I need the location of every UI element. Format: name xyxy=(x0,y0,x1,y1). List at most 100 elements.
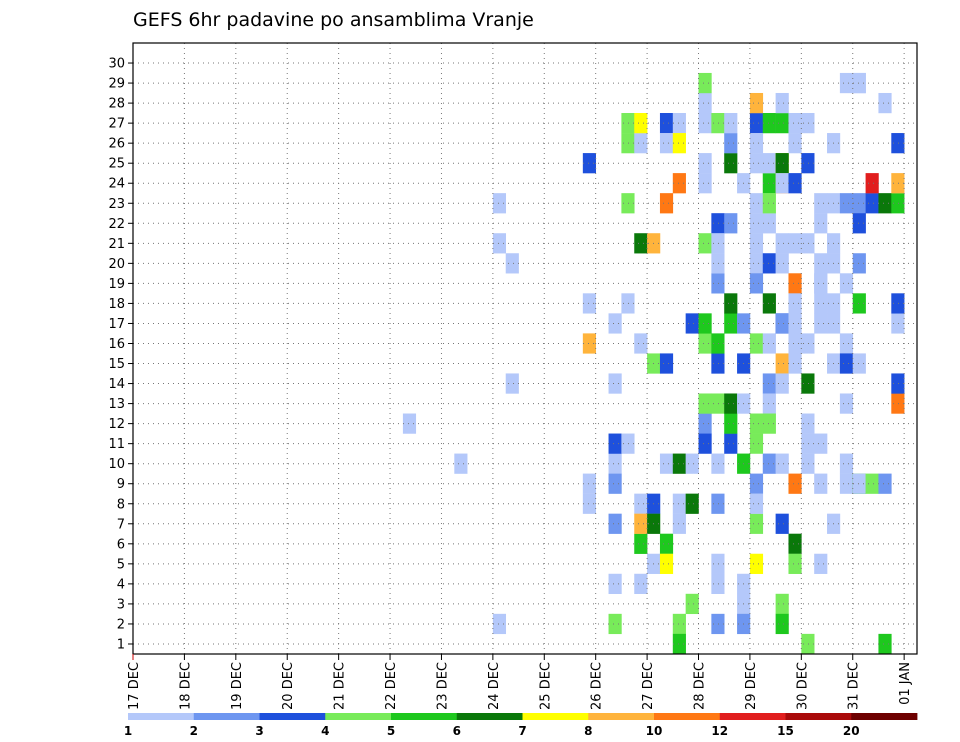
heatmap-cell xyxy=(749,473,764,494)
heatmap-cell xyxy=(814,433,828,454)
y-tick-label: 27 xyxy=(108,117,125,132)
heatmap-cell xyxy=(775,233,789,254)
heatmap-cell xyxy=(724,133,738,154)
colorbar-label: 10 xyxy=(646,724,663,738)
heatmap-cell xyxy=(698,72,712,94)
x-tick-label: 01 JAN xyxy=(898,662,913,705)
y-tick-label: 12 xyxy=(108,417,125,432)
x-axis-ticks: 17 DEC 18 DEC 19 DEC 20 DEC 21 DEC 22 DEC 23 D… xyxy=(127,654,913,710)
heatmap-cell xyxy=(711,613,725,635)
heatmap-cell xyxy=(749,513,764,534)
heatmap-cell xyxy=(698,333,712,354)
heatmap-cell xyxy=(492,193,507,214)
heatmap-cell xyxy=(891,393,905,414)
heatmap-cell xyxy=(582,473,596,494)
heatmap-cell xyxy=(698,313,712,334)
heatmap-cell xyxy=(788,533,802,554)
heatmap-cell xyxy=(762,193,776,214)
heatmap-cell xyxy=(865,173,879,194)
heatmap-cell xyxy=(402,413,417,434)
heatmap-cell xyxy=(608,473,622,494)
heatmap-cell xyxy=(711,213,725,234)
heatmap-cell xyxy=(672,113,686,134)
heatmap-cell xyxy=(621,433,635,454)
heatmap-cell xyxy=(659,453,674,474)
colorbar-swatch xyxy=(522,713,589,720)
y-tick-label: 28 xyxy=(108,97,125,112)
heatmap-cell xyxy=(749,92,764,114)
y-tick-label: 25 xyxy=(108,157,125,172)
heatmap-cell xyxy=(698,413,712,434)
y-tick-label: 1 xyxy=(117,637,125,652)
heatmap-cell xyxy=(711,353,725,374)
heatmap-cell xyxy=(878,633,892,655)
heatmap-cell xyxy=(685,453,699,474)
colorbar-label: 2 xyxy=(190,724,198,738)
heatmap-cells xyxy=(402,72,905,655)
heatmap-cell xyxy=(711,233,725,254)
heatmap-cell xyxy=(634,493,648,514)
heatmap-cell xyxy=(788,233,802,254)
y-tick-label: 2 xyxy=(117,617,125,632)
heatmap-cell xyxy=(814,213,828,234)
y-tick-label: 6 xyxy=(117,537,125,552)
heatmap-cell xyxy=(891,193,905,214)
x-tick-label: 17 DEC xyxy=(127,662,142,710)
heatmap-cell xyxy=(711,553,725,574)
heatmap-cell xyxy=(762,393,776,414)
heatmap-cell xyxy=(749,213,764,234)
heatmap-cell xyxy=(788,113,802,134)
heatmap-cell xyxy=(801,433,815,454)
heatmap-cell xyxy=(788,133,802,154)
y-tick-label: 11 xyxy=(108,437,125,452)
heatmap-cell xyxy=(775,92,789,114)
heatmap-cell xyxy=(775,353,789,374)
heatmap-cell xyxy=(492,233,507,254)
heatmap-cell xyxy=(698,92,712,114)
heatmap-cell xyxy=(801,113,815,134)
heatmap-cell xyxy=(788,273,802,294)
heatmap-cell xyxy=(724,153,738,174)
heatmap-cell xyxy=(775,253,789,274)
heatmap-cell xyxy=(788,293,802,314)
heatmap-cell xyxy=(852,72,866,94)
heatmap-cell xyxy=(852,253,866,274)
y-tick-label: 18 xyxy=(108,297,125,312)
heatmap-cell xyxy=(891,313,905,334)
colorbar-legend: 1 2 3 4 5 6 7 8 10 12 15 20 xyxy=(124,713,918,738)
y-tick-label: 4 xyxy=(117,577,125,592)
colorbar-label: 15 xyxy=(777,724,794,738)
heatmap-cell xyxy=(775,373,789,394)
heatmap-cell xyxy=(582,293,596,314)
heatmap-cell xyxy=(788,353,802,374)
heatmap-cell xyxy=(634,233,648,254)
heatmap-cell xyxy=(814,473,828,494)
heatmap-cell xyxy=(775,173,789,194)
y-tick-label: 7 xyxy=(117,517,125,532)
x-tick-label: 21 DEC xyxy=(333,662,348,710)
heatmap-cell xyxy=(659,133,674,154)
heatmap-cell xyxy=(659,193,674,214)
heatmap-cell xyxy=(762,333,776,354)
heatmap-cell xyxy=(724,413,738,434)
heatmap-cell xyxy=(659,533,674,554)
heatmap-cell xyxy=(685,493,699,514)
heatmap-cell xyxy=(711,453,725,474)
heatmap-cell xyxy=(685,593,699,615)
heatmap-cell xyxy=(814,193,828,214)
heatmap-cell xyxy=(711,573,725,594)
heatmap-cell xyxy=(608,453,622,474)
heatmap-cell xyxy=(582,333,596,354)
colorbar-label: 3 xyxy=(255,724,263,738)
heatmap-cell xyxy=(788,333,802,354)
heatmap-cell xyxy=(775,153,789,174)
y-tick-label: 20 xyxy=(108,257,125,272)
y-tick-label: 22 xyxy=(108,217,125,232)
x-tick-label: 29 DEC xyxy=(744,662,759,710)
heatmap-cell xyxy=(775,613,789,635)
plot-frame xyxy=(132,42,918,655)
heatmap-cell xyxy=(749,433,764,454)
heatmap-cell xyxy=(762,293,776,314)
heatmap-cell xyxy=(749,253,764,274)
